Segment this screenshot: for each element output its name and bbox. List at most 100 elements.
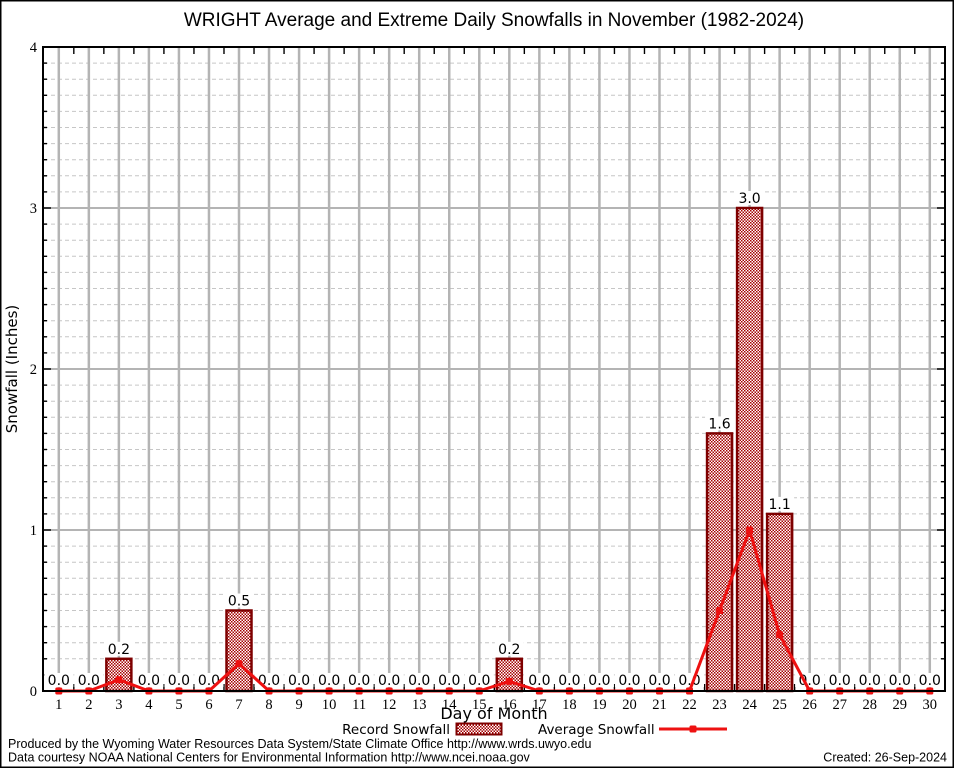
- x-tick-label-26: 26: [802, 697, 817, 713]
- value-label-day-21: 0.0: [648, 673, 670, 689]
- x-tick-label-16: 16: [502, 697, 517, 713]
- value-label-bg: [104, 641, 134, 656]
- value-label-day-4: 0.0: [138, 673, 160, 689]
- chart-title: WRIGHT Average and Extreme Daily Snowfal…: [184, 10, 804, 31]
- value-label-day-28: 0.0: [859, 673, 881, 689]
- value-label-bg: [44, 673, 74, 687]
- x-tick-label-2: 2: [85, 697, 92, 713]
- vertical-gridlines: [57, 48, 932, 690]
- value-label-day-5: 0.0: [168, 673, 190, 689]
- value-label-day-25: 1.1: [768, 497, 790, 513]
- y-axis-label: Snowfall (Inches): [3, 305, 21, 433]
- value-label-day-20: 0.0: [618, 673, 640, 689]
- x-tick-label-9: 9: [295, 697, 302, 713]
- value-label-day-18: 0.0: [558, 673, 580, 689]
- x-tick-label-3: 3: [115, 697, 122, 713]
- value-label-day-16: 0.2: [498, 642, 520, 658]
- x-tick-label-25: 25: [772, 697, 787, 713]
- x-tick-label-8: 8: [265, 697, 272, 713]
- x-tick-label-23: 23: [712, 697, 727, 713]
- value-label-bg: [584, 673, 614, 687]
- x-tick-label-4: 4: [145, 697, 153, 713]
- value-label-bg: [855, 673, 885, 687]
- x-tick-label-14: 14: [442, 697, 457, 713]
- average-marker-day-3: [115, 676, 123, 684]
- value-label-bg: [134, 673, 164, 687]
- x-tick-label-18: 18: [562, 697, 577, 713]
- legend: Record Snowfall Average Snowfall: [342, 722, 727, 738]
- legend-record-label: Record Snowfall: [342, 722, 450, 738]
- footer-created-date: Created: 26-Sep-2024: [823, 751, 947, 765]
- legend-average-label: Average Snowfall: [538, 722, 655, 738]
- x-tick-label-7: 7: [235, 697, 242, 713]
- x-tick-label-29: 29: [893, 697, 908, 713]
- value-label-bg: [314, 673, 344, 687]
- average-marker-day-25: [776, 631, 784, 639]
- y-tick-label-1: 1: [30, 523, 37, 539]
- average-marker-day-16: [505, 677, 513, 685]
- value-label-day-19: 0.0: [588, 673, 610, 689]
- value-label-day-11: 0.0: [348, 673, 370, 689]
- x-tick-label-15: 15: [472, 697, 487, 713]
- value-label-bg: [494, 641, 524, 656]
- record-bar-day-23: [705, 432, 734, 693]
- plot-border: [42, 46, 946, 692]
- value-label-day-8: 0.0: [258, 673, 280, 689]
- value-label-bg: [885, 673, 915, 687]
- legend-average-marker-icon: [689, 725, 697, 733]
- value-label-bg: [164, 673, 194, 687]
- value-label-bg: [915, 673, 945, 687]
- value-label-bg: [74, 673, 104, 687]
- value-label-bg: [825, 673, 855, 687]
- footer-produced-by: Produced by the Wyoming Water Resources …: [8, 737, 592, 751]
- value-label-bg: [705, 416, 735, 431]
- record-bar-day-16: [495, 657, 524, 693]
- value-label-bg: [434, 673, 464, 687]
- value-label-bg: [735, 191, 765, 205]
- x-tick-label-30: 30: [923, 697, 938, 713]
- value-label-day-7: 0.5: [228, 594, 250, 610]
- value-label-day-13: 0.0: [408, 673, 430, 689]
- x-tick-label-10: 10: [322, 697, 337, 713]
- value-label-day-26: 0.0: [799, 673, 821, 689]
- average-marker-day-24: [746, 526, 754, 534]
- value-label-day-24: 3.0: [738, 191, 760, 207]
- x-tick-label-21: 21: [652, 697, 667, 713]
- value-label-day-29: 0.0: [889, 673, 911, 689]
- y-tick-label-0: 0: [30, 684, 37, 700]
- value-label-bg: [374, 673, 404, 687]
- value-label-day-14: 0.0: [438, 673, 460, 689]
- value-label-day-6: 0.0: [198, 673, 220, 689]
- value-label-day-3: 0.2: [108, 642, 130, 658]
- value-label-bg: [524, 673, 554, 687]
- x-tick-label-11: 11: [352, 697, 366, 713]
- value-label-day-12: 0.0: [378, 673, 400, 689]
- x-tick-label-1: 1: [55, 697, 62, 713]
- x-tick-labels: 1 2 3 4 5 6 7 8 9 10 11 12 13 14 15 16 17 18 19 20 21 22 23 24 2…: [55, 697, 937, 713]
- y-tick-labels: 0 1 2 3 4: [30, 40, 38, 700]
- x-tick-label-6: 6: [205, 697, 212, 713]
- value-label-day-22: 0.0: [678, 673, 700, 689]
- value-label-bg: [644, 673, 674, 687]
- x-tick-label-13: 13: [412, 697, 427, 713]
- major-gridlines: [44, 207, 944, 531]
- average-marker-day-7: [235, 660, 243, 668]
- value-labels: 0.0 0.0 0.2 0.0 0.0 0.0 0.5 0.0 0.0 0.0 0.0 0.0 0.0 0…: [44, 191, 945, 689]
- value-label-bg: [344, 673, 374, 687]
- value-label-bg: [284, 673, 314, 687]
- y-tick-label-4: 4: [30, 40, 38, 56]
- value-label-bg: [464, 673, 494, 687]
- value-label-day-15: 0.0: [468, 673, 490, 689]
- x-tick-label-28: 28: [862, 697, 877, 713]
- x-tick-label-20: 20: [622, 697, 637, 713]
- value-label-bg: [554, 673, 584, 687]
- x-tick-label-17: 17: [532, 697, 547, 713]
- value-label-day-10: 0.0: [318, 673, 340, 689]
- record-bar-day-7: [225, 609, 253, 693]
- value-label-bg: [765, 496, 795, 511]
- record-bar-day-24: [735, 206, 764, 693]
- x-tick-label-12: 12: [382, 697, 397, 713]
